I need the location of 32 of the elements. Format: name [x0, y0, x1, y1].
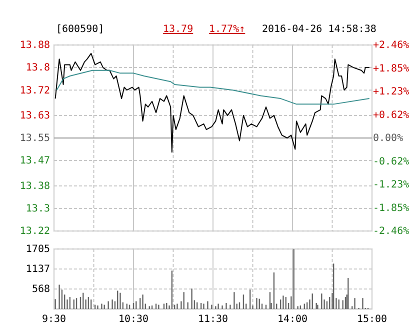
y-tick-label: 13.8 — [26, 62, 50, 74]
y2-tick-label: +2.46% — [373, 40, 410, 52]
y2-tick-label: 0.00% — [373, 133, 404, 144]
chart-title: [600590] — [56, 24, 104, 35]
y2-tick-label: -0.62% — [373, 156, 410, 168]
text: 2016-04-26 14:58:38 — [262, 24, 376, 35]
y-tick-label: 13.47 — [20, 156, 50, 167]
y2-tick-label: -2.46% — [373, 226, 410, 238]
y2-tick-label: +1.23% — [373, 86, 410, 98]
line-series — [54, 52, 370, 153]
y2-tick-label: +0.62% — [373, 110, 410, 121]
x-tick-label: 9:30 — [42, 314, 66, 326]
y-tick-label: 13.72 — [20, 85, 50, 96]
y2-tick-label: -1.23% — [373, 180, 410, 191]
y-tick-label: 568 — [32, 284, 50, 296]
x-tick-label: 14:00 — [277, 314, 308, 326]
y-tick-label: 13.88 — [20, 40, 50, 52]
x-tick-label: 10:30 — [118, 314, 149, 326]
x-tick-label: 15:00 — [356, 314, 388, 326]
line-series — [56, 70, 370, 105]
text: 1.77%↑ — [209, 24, 246, 35]
y-tick-label: 13.63 — [20, 110, 50, 122]
x-tick-label: 11:30 — [198, 314, 228, 326]
y2-tick-label: -1.85% — [373, 203, 410, 214]
y-tick-label: 1705 — [26, 244, 50, 256]
text: 13.79 — [163, 24, 194, 35]
y-tick-label: 13.55 — [20, 133, 50, 144]
y-tick-label: 13.38 — [20, 181, 50, 192]
y-tick-label: 13.3 — [26, 204, 50, 215]
y-tick-label: 13.22 — [20, 226, 50, 238]
y-tick-label: 1137 — [26, 264, 50, 276]
y2-tick-label: +1.85% — [373, 63, 410, 74]
